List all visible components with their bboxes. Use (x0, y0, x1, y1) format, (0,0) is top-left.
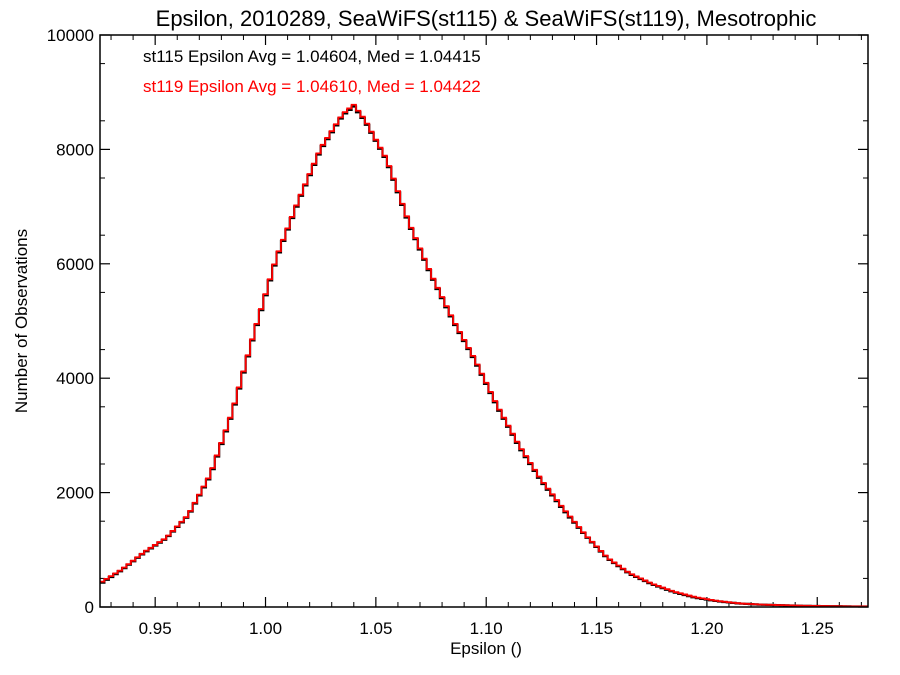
y-axis-label: Number of Observations (12, 229, 31, 413)
annotation-st119: st119 Epsilon Avg = 1.04610, Med = 1.044… (143, 77, 481, 96)
plot-frame (99, 34, 869, 608)
x-tick-label: 1.00 (249, 619, 282, 638)
x-tick-label: 0.95 (139, 619, 172, 638)
y-tick-label: 0 (85, 598, 94, 617)
y-tick-label: 8000 (56, 140, 94, 159)
chart-title: Epsilon, 2010289, SeaWiFS(st115) & SeaWi… (156, 6, 817, 31)
x-tick-label: 1.25 (801, 619, 834, 638)
y-tick-label: 10000 (47, 26, 94, 45)
x-tick-label: 1.15 (580, 619, 613, 638)
series-st119-line (100, 103, 868, 608)
x-tick-label: 1.20 (690, 619, 723, 638)
x-tick-label: 1.05 (359, 619, 392, 638)
y-tick-label: 4000 (56, 369, 94, 388)
y-tick-label: 6000 (56, 255, 94, 274)
x-axis-label: Epsilon () (450, 639, 522, 658)
series-layer (100, 103, 868, 608)
annotation-st115: st115 Epsilon Avg = 1.04604, Med = 1.044… (143, 47, 481, 66)
x-tick-label: 1.10 (470, 619, 503, 638)
y-tick-label: 2000 (56, 484, 94, 503)
axes-layer: 0.95 1.00 1.05 1.10 1.15 1.20 1.25 0 2000 4000 600… (47, 26, 868, 638)
